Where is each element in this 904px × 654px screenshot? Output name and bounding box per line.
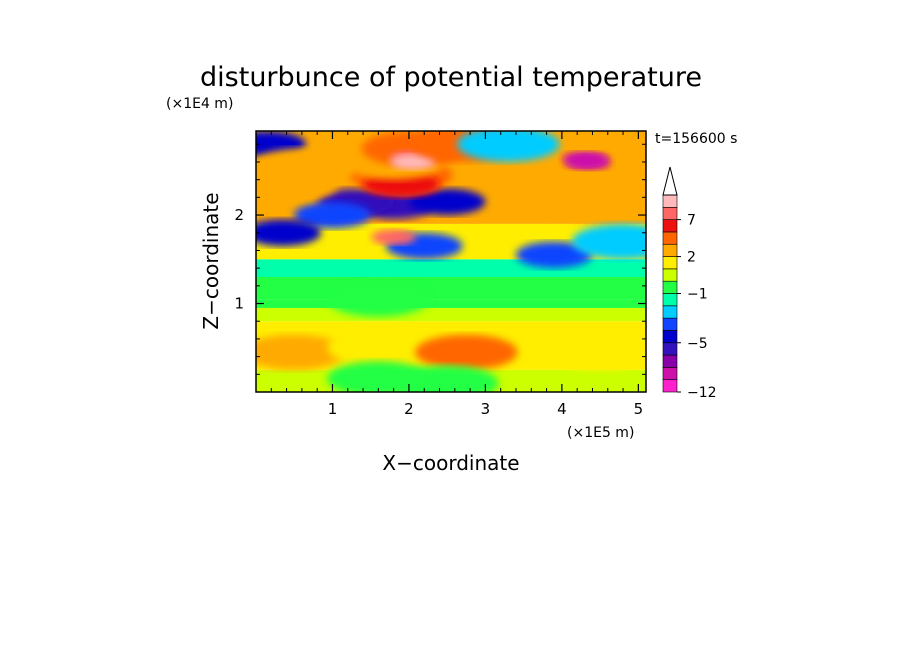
colorbar-segment	[662, 194, 678, 208]
contour-features	[256, 131, 646, 392]
contour-feature	[548, 334, 646, 370]
contour-feature	[371, 229, 417, 245]
plot-area	[256, 131, 646, 392]
colorbar-segment	[662, 367, 678, 380]
colorbar-segment	[662, 280, 678, 294]
colorbar-segment	[662, 354, 678, 368]
contour-feature	[515, 241, 593, 269]
colorbar: −12−5−127	[662, 166, 717, 401]
colorbar-tick-label: 2	[687, 250, 696, 266]
x-tick-label: 5	[634, 400, 644, 418]
background-band	[256, 307, 646, 322]
background-band	[256, 276, 646, 300]
colorbar-segment	[662, 330, 678, 344]
colorbar-segment	[662, 293, 678, 307]
x-axis-label: X−coordinate	[382, 451, 519, 475]
colorbar-tick-label: −5	[687, 336, 708, 352]
y-axis-label: Z−coordinate	[199, 192, 223, 329]
time-label: t=156600 s	[655, 131, 737, 147]
contour-feature	[327, 330, 430, 366]
contour-feature	[256, 334, 346, 370]
background-band	[256, 259, 646, 277]
contour-feature	[408, 188, 486, 215]
y-axis-ticks: 12	[234, 143, 646, 375]
x-axis-unit-label: (×1E5 m)	[567, 425, 634, 441]
y-tick-label: 1	[234, 295, 244, 313]
colorbar-segment	[662, 256, 678, 270]
contour-feature	[571, 223, 646, 260]
contour-feature	[415, 334, 518, 370]
colorbar-segment	[662, 317, 678, 331]
contour-feature	[294, 201, 371, 229]
colorbar-segment	[662, 243, 678, 257]
colorbar-tick-label: −12	[687, 385, 717, 401]
x-tick-label: 2	[404, 400, 414, 418]
colorbar-extend-arrow	[662, 166, 678, 196]
contour-feature	[327, 361, 430, 392]
contour-feature	[556, 188, 646, 224]
contour-feature	[390, 154, 436, 170]
contour-feature	[256, 148, 354, 184]
contour-feature	[327, 281, 430, 317]
y-axis-unit-label: (×1E4 m)	[166, 96, 233, 112]
colorbar-segment	[662, 231, 678, 245]
x-tick-label: 3	[481, 400, 491, 418]
colorbar-tick-label: 7	[687, 213, 696, 229]
plot-frame	[255, 130, 647, 393]
y-tick-label: 2	[234, 206, 244, 224]
x-tick-label: 4	[557, 400, 567, 418]
colorbar-segment	[662, 219, 678, 233]
contour-feature	[256, 219, 322, 246]
contour-feature	[562, 151, 608, 168]
chart-title: disturbunce of potential temperature	[200, 62, 702, 93]
colorbar-tick-label: −1	[687, 287, 708, 303]
colorbar-segment	[662, 207, 678, 220]
x-axis-ticks: 1 2 3 4 5	[270, 131, 644, 418]
x-tick-label: 1	[328, 400, 338, 418]
colorbar-segment	[662, 268, 678, 282]
contour-feature	[457, 131, 560, 162]
background-band	[256, 299, 646, 308]
colorbar-segment	[662, 379, 678, 393]
colorbar-segment	[662, 305, 678, 319]
colorbar-segment	[662, 342, 678, 356]
